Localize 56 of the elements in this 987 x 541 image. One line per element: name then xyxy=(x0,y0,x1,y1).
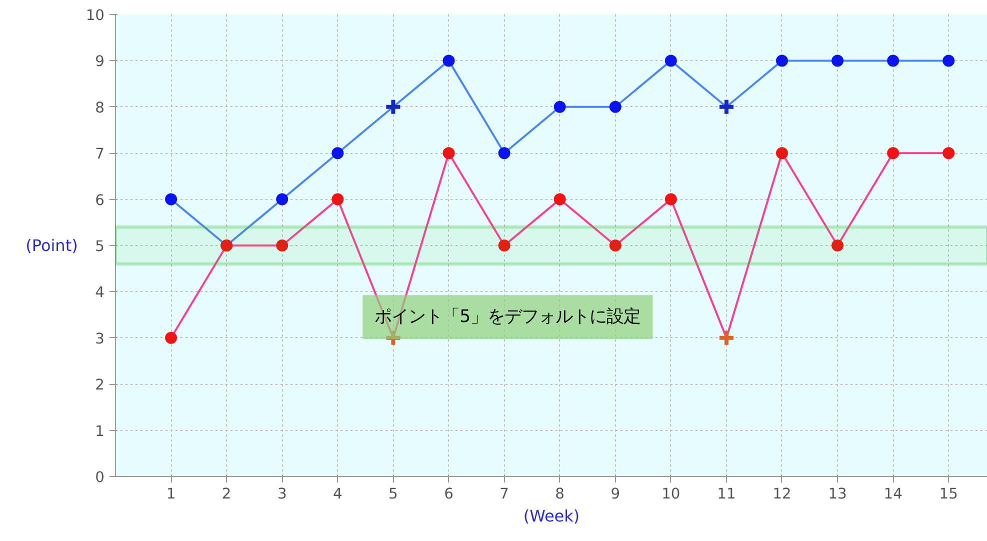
y-tick-label: 3 xyxy=(95,330,105,348)
point xyxy=(442,147,455,160)
y-tick-label: 6 xyxy=(95,192,105,209)
point xyxy=(832,240,844,252)
point xyxy=(609,100,622,113)
x-tick-label: 5 xyxy=(388,486,398,502)
point xyxy=(609,240,622,252)
x-tick-label: 7 xyxy=(500,486,509,502)
y-tick-label: 4 xyxy=(95,284,105,302)
y-tick-label: 2 xyxy=(95,376,105,394)
point xyxy=(942,147,955,160)
point xyxy=(776,147,788,160)
point xyxy=(717,328,736,347)
x-axis-title: (Week) xyxy=(523,506,580,526)
x-tick-label: 8 xyxy=(555,486,564,502)
point xyxy=(664,193,677,206)
x-tick-label: 11 xyxy=(717,486,736,502)
y-tick-label: 0 xyxy=(95,469,105,486)
x-tick-label: 9 xyxy=(610,486,620,502)
y-tick-label: 1 xyxy=(95,422,105,440)
point xyxy=(664,54,677,67)
y-axis-title: (Point) xyxy=(26,236,78,255)
point xyxy=(276,193,288,206)
point xyxy=(832,54,844,67)
point xyxy=(887,147,900,160)
point xyxy=(332,147,344,160)
x-tick-label: 12 xyxy=(772,486,792,502)
x-tick-label: 14 xyxy=(884,486,902,502)
point xyxy=(165,193,178,206)
point xyxy=(717,98,736,116)
point xyxy=(498,147,510,160)
point xyxy=(942,54,955,67)
point xyxy=(498,240,510,252)
y-tick-label: 9 xyxy=(95,53,105,70)
y-tick-label: 5 xyxy=(95,238,105,255)
y-tick-label: 10 xyxy=(86,7,105,24)
x-tick-label: 13 xyxy=(828,486,847,502)
point xyxy=(442,54,455,67)
point xyxy=(776,54,788,67)
annotation: ポイント「5」をデフォルトに設定 xyxy=(374,307,641,328)
x-tick-label: 15 xyxy=(939,486,958,502)
y-tick-label: 7 xyxy=(95,146,105,163)
point xyxy=(384,98,402,116)
x-tick-label: 3 xyxy=(277,486,287,502)
y-tick-label: 8 xyxy=(95,99,105,116)
point xyxy=(554,193,566,206)
point xyxy=(165,332,178,344)
point xyxy=(276,240,288,252)
x-tick-label: 2 xyxy=(222,486,232,502)
x-tick-label: 6 xyxy=(444,486,454,502)
x-tick-label: 1 xyxy=(166,486,176,502)
x-tick-label: 10 xyxy=(662,486,680,502)
point xyxy=(332,193,344,206)
point xyxy=(887,54,900,67)
x-tick-label: 4 xyxy=(333,486,342,502)
point xyxy=(554,100,566,113)
